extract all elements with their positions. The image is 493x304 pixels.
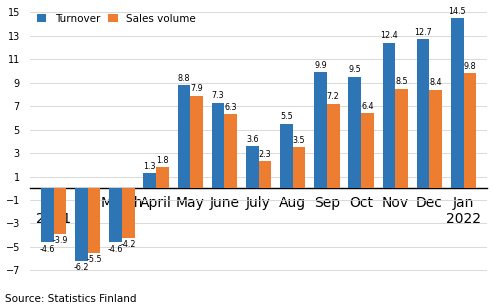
Text: 7.9: 7.9 (190, 84, 203, 93)
Bar (143, 173, 156, 188)
Text: 8.8: 8.8 (177, 74, 190, 83)
Text: 7.3: 7.3 (212, 91, 224, 100)
Bar (361, 113, 374, 188)
Text: 14.5: 14.5 (449, 7, 466, 16)
Bar (258, 161, 271, 188)
Bar (429, 90, 442, 188)
Text: 1.3: 1.3 (143, 162, 156, 171)
Text: -6.2: -6.2 (73, 263, 89, 272)
Bar (156, 167, 169, 188)
Legend: Turnover, Sales volume: Turnover, Sales volume (35, 12, 198, 26)
Bar (212, 103, 224, 188)
Text: 1.8: 1.8 (156, 156, 169, 165)
Bar (224, 114, 237, 188)
Text: -4.6: -4.6 (39, 245, 55, 254)
Text: 9.9: 9.9 (314, 61, 327, 70)
Bar (75, 188, 88, 261)
Text: -4.6: -4.6 (108, 245, 123, 254)
Bar (293, 147, 305, 188)
Text: 8.5: 8.5 (395, 77, 408, 86)
Text: 3.5: 3.5 (293, 136, 305, 145)
Bar (463, 73, 476, 188)
Bar (109, 188, 122, 242)
Bar (246, 146, 258, 188)
Bar (314, 72, 327, 188)
Text: 8.4: 8.4 (429, 78, 442, 87)
Bar (280, 124, 293, 188)
Bar (177, 85, 190, 188)
Text: 12.7: 12.7 (414, 28, 432, 37)
Text: Source: Statistics Finland: Source: Statistics Finland (5, 294, 137, 304)
Bar (190, 95, 203, 188)
Text: 9.8: 9.8 (463, 62, 476, 71)
Bar (349, 77, 361, 188)
Bar (451, 18, 463, 188)
Bar (395, 88, 408, 188)
Text: 6.4: 6.4 (361, 102, 374, 111)
Bar (54, 188, 66, 234)
Text: 7.2: 7.2 (327, 92, 340, 102)
Bar (417, 39, 429, 188)
Text: 12.4: 12.4 (380, 31, 398, 40)
Text: 6.3: 6.3 (224, 103, 237, 112)
Text: -3.9: -3.9 (52, 237, 68, 245)
Bar (88, 188, 101, 253)
Text: 5.5: 5.5 (280, 112, 293, 121)
Text: -5.5: -5.5 (86, 255, 102, 264)
Text: 9.5: 9.5 (349, 65, 361, 74)
Bar (41, 188, 54, 242)
Bar (383, 43, 395, 188)
Text: -4.2: -4.2 (120, 240, 136, 249)
Bar (122, 188, 135, 237)
Text: 2.3: 2.3 (258, 150, 271, 159)
Bar (327, 104, 340, 188)
Text: 3.6: 3.6 (246, 135, 258, 144)
